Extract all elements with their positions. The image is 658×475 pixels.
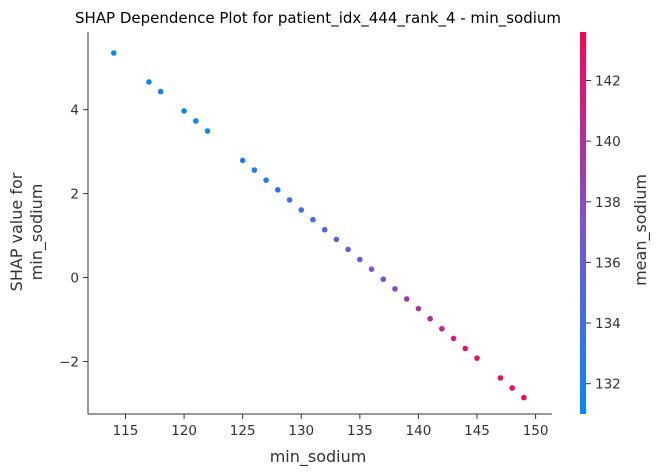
x-tick-label: 130 [288, 423, 314, 439]
x-tick-label: 135 [347, 423, 373, 439]
scatter-point [509, 385, 515, 391]
x-tick-label: 115 [113, 423, 139, 439]
scatter-point [345, 246, 351, 253]
x-tick-label: 150 [523, 423, 549, 439]
colorbar-tick-label: 134 [595, 316, 621, 332]
y-tick-label: 4 [70, 103, 79, 119]
scatter-point [497, 375, 504, 381]
colorbar-tick-label: 138 [595, 195, 621, 211]
scatter-point [239, 157, 246, 164]
scatter-point [204, 128, 211, 134]
scatter-point [110, 50, 117, 56]
colorbar-label: mean_sodium [631, 174, 651, 286]
scatter-point [286, 197, 293, 203]
x-axis-label: min_sodium [270, 447, 367, 467]
scatter-point [321, 226, 328, 233]
y-axis-ticks: −2 0 2 4 [59, 103, 88, 371]
y-axis-label-group: SHAP value for min_sodium [7, 172, 47, 291]
colorbar-ticks: 132 134 136 138 140 142 [586, 74, 621, 393]
colorbar [580, 32, 586, 414]
scatter-point [298, 207, 305, 213]
scatter-point [357, 256, 363, 263]
scatter-point [462, 345, 469, 352]
scatter-point [427, 315, 433, 322]
scatter-point [521, 394, 527, 401]
chart-title: SHAP Dependence Plot for patient_idx_444… [75, 9, 561, 28]
scatter-point [439, 325, 445, 332]
scatter-point [403, 296, 410, 302]
scatter-point [333, 236, 340, 243]
scatter-point [310, 216, 316, 223]
scatter-point [181, 108, 187, 114]
scatter-point [450, 335, 457, 342]
y-tick-label: −2 [59, 355, 79, 371]
scatter-point [392, 286, 398, 292]
y-tick-label: 2 [70, 187, 79, 203]
scatter-point [263, 177, 269, 183]
scatter-point [380, 276, 387, 283]
plot-area: 115 120 125 130 135 140 145 150 −2 0 2 4 [59, 32, 552, 439]
scatter-point [157, 88, 164, 95]
scatter-point [275, 187, 281, 193]
x-axis-ticks: 115 120 125 130 135 140 145 150 [113, 414, 549, 439]
scatter-points [110, 50, 527, 401]
y-axis-label-line-1: SHAP value for [7, 172, 26, 291]
scatter-point [368, 266, 375, 272]
y-tick-label: 0 [70, 271, 79, 287]
colorbar-tick-label: 142 [595, 74, 621, 90]
scatter-point [251, 167, 258, 173]
y-axis-label-line-2: min_sodium [27, 184, 47, 281]
colorbar-label-group: mean_sodium [631, 174, 651, 286]
scatter-point [146, 79, 152, 85]
scatter-point [192, 118, 199, 124]
colorbar-tick-label: 140 [595, 134, 621, 150]
x-tick-label: 125 [230, 423, 256, 439]
scatter-point [474, 355, 480, 361]
x-tick-label: 120 [171, 423, 197, 439]
x-tick-label: 140 [406, 423, 432, 439]
scatter-point [415, 305, 422, 312]
colorbar-tick-label: 132 [595, 377, 621, 393]
colorbar-tick-label: 136 [595, 255, 621, 271]
x-tick-label: 145 [464, 423, 490, 439]
